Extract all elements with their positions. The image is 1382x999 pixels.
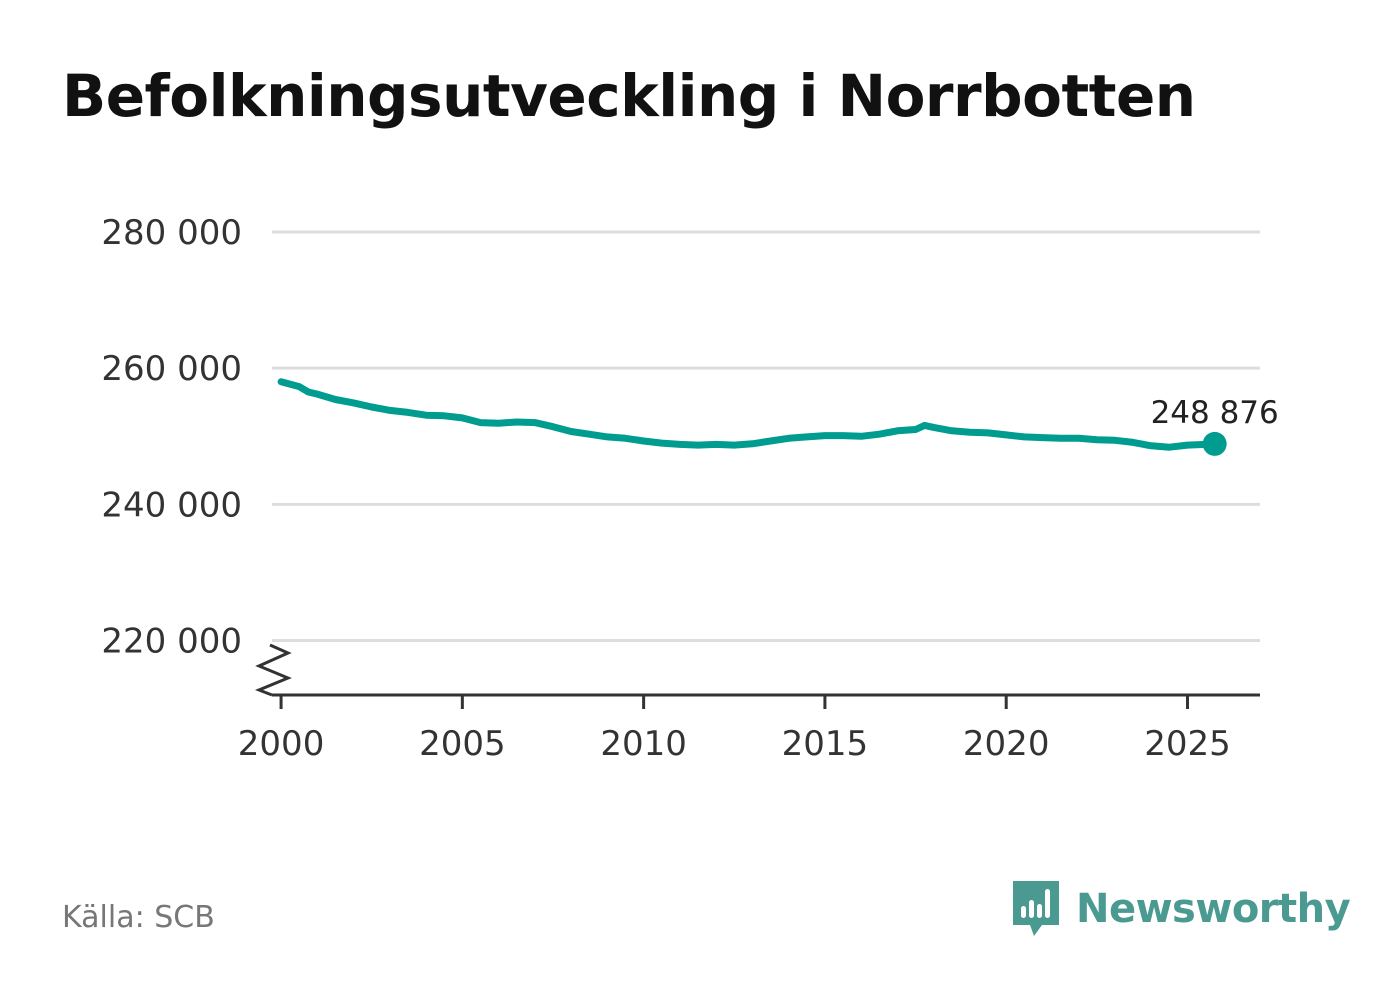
line-chart: 220 000 240 000 260 000 280 000 2000 2005 201…: [101, 213, 1279, 764]
x-tick-label: 2010: [600, 724, 687, 764]
brand-logo: Newsworthy: [1010, 878, 1351, 940]
x-tick-label: 2005: [419, 724, 506, 764]
y-tick-label: 280 000: [101, 213, 242, 253]
series-line-befolkning: [277, 378, 1219, 451]
x-tick-label: 2015: [782, 724, 869, 764]
x-tick-label: 2020: [963, 724, 1050, 764]
data-labels: 248 876: [1151, 395, 1279, 431]
brand-name: Newsworthy: [1076, 886, 1351, 932]
end-point-marker: [1202, 431, 1227, 456]
y-tick-label: 220 000: [101, 622, 242, 662]
y-tick-label: 240 000: [101, 485, 242, 525]
x-axis: 2000 2005 2010 2015 2020 2025: [238, 693, 1260, 764]
x-tick-label: 2025: [1144, 724, 1231, 764]
y-axis: 220 000 240 000 260 000 280 000: [101, 213, 292, 697]
source-note: Källa: SCB: [62, 900, 215, 935]
axis-break-icon: [254, 643, 292, 697]
end-value-label: 248 876: [1151, 395, 1279, 431]
series: [277, 378, 1227, 456]
x-tick-label: 2000: [238, 724, 325, 764]
chart-title: Befolkningsutveckling i Norrbotten: [62, 62, 1196, 130]
bar-chart-speech-bubble-icon: [1013, 881, 1059, 936]
y-tick-label: 260 000: [101, 349, 242, 389]
gridlines: [272, 230, 1260, 643]
